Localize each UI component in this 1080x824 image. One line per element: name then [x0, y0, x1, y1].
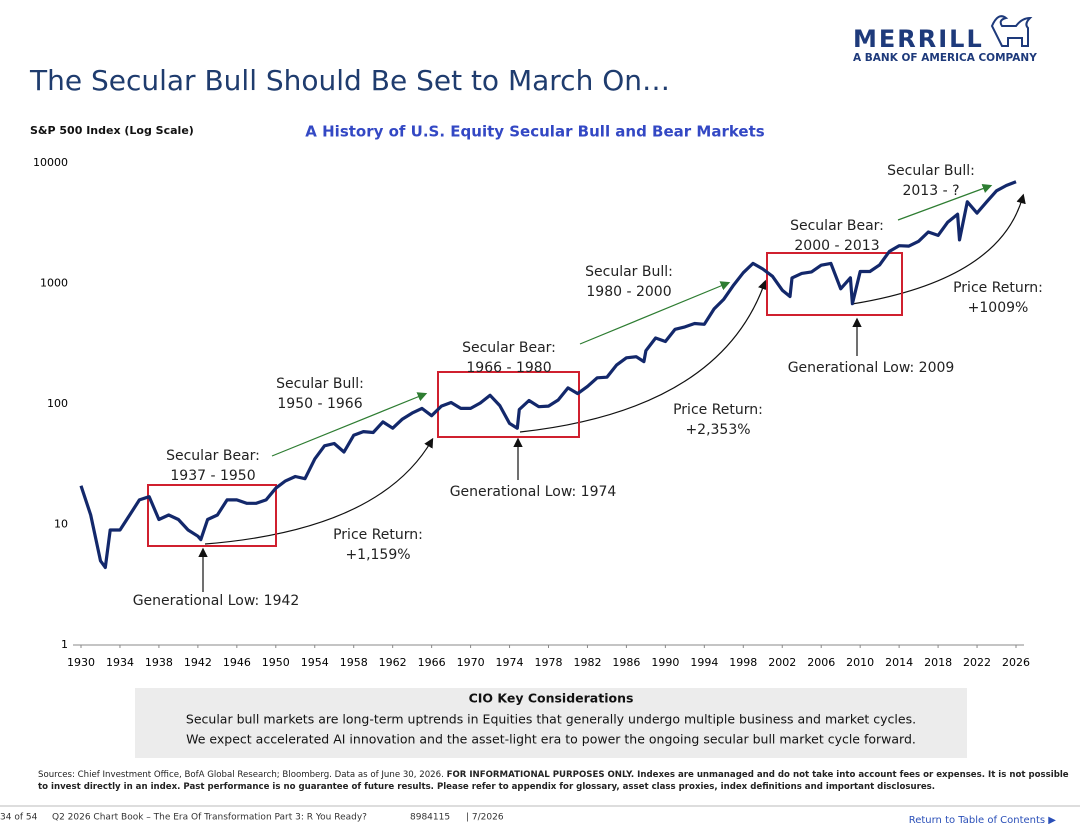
annotation: Price Return: — [953, 280, 1043, 296]
x-tick-label: 1938 — [145, 656, 173, 669]
x-tick-label: 1930 — [67, 656, 95, 669]
x-tick-label: 1954 — [301, 656, 329, 669]
annotation: +1,159% — [345, 547, 410, 563]
logo-bull — [990, 15, 1033, 47]
x-tick-label: 1982 — [573, 656, 601, 669]
callout-line: Secular bull markets are long-term uptre… — [186, 712, 916, 727]
x-tick-label: 1950 — [262, 656, 290, 669]
annotation: Generational Low: 1942 — [133, 593, 300, 609]
x-tick-label: 1942 — [184, 656, 212, 669]
logo: MERRILL — [853, 25, 984, 53]
x-tick-label: 1962 — [379, 656, 407, 669]
x-tick-label: 1966 — [418, 656, 446, 669]
sources-text: Sources: Chief Investment Office, BofA G… — [38, 770, 444, 780]
x-tick-label: 2002 — [768, 656, 796, 669]
x-tick-label: 2026 — [1002, 656, 1030, 669]
annotation: Generational Low: 2009 — [788, 360, 955, 376]
trend-arrow — [897, 183, 993, 221]
annotation: 2000 - 2013 — [794, 238, 879, 254]
callout-title: CIO Key Considerations — [469, 691, 634, 706]
annotation: 1950 - 1966 — [277, 396, 362, 412]
period-box — [147, 484, 277, 547]
annotation: +1009% — [968, 300, 1029, 316]
arrows — [198, 183, 1026, 592]
y-tick-label: 10 — [54, 518, 68, 531]
callout-line: We expect accelerated AI innovation and … — [186, 732, 916, 747]
annotation: Price Return: — [673, 402, 763, 418]
x-tick-label: 1974 — [496, 656, 524, 669]
annotation: Secular Bull: — [276, 376, 364, 392]
y-tick-label: 1 — [61, 638, 68, 651]
annotation: Price Return: — [333, 527, 423, 543]
y-tick-label: 10000 — [33, 156, 68, 169]
toc-link[interactable]: Return to Table of Contents ▶ — [909, 815, 1057, 824]
x-tick-label: 1946 — [223, 656, 251, 669]
x-tick-label: 1990 — [651, 656, 679, 669]
annotation: Secular Bull: — [887, 163, 975, 179]
footer-code: 8984115 — [410, 813, 450, 823]
index-line — [79, 180, 1017, 570]
page-title: The Secular Bull Should Be Set to March … — [29, 64, 670, 97]
trend-arrow — [271, 392, 428, 457]
sources: Sources: Chief Investment Office, BofA G… — [38, 769, 1072, 793]
period-box — [437, 371, 580, 438]
return-arrow — [204, 437, 434, 545]
x-tick-label: 1994 — [690, 656, 718, 669]
x-tick-label: 2006 — [807, 656, 835, 669]
x-tick-label: 1958 — [340, 656, 368, 669]
x-tick-label: 1998 — [729, 656, 757, 669]
footer-date: | 7/2026 — [466, 813, 504, 823]
annotation: Secular Bear: — [166, 448, 260, 464]
x-tick-label: 1934 — [106, 656, 134, 669]
y-tick-label: 1000 — [40, 277, 68, 290]
annotation: Secular Bear: — [790, 218, 884, 234]
annotation: 1980 - 2000 — [586, 284, 671, 300]
annotation: Secular Bear: — [462, 340, 556, 356]
sources-disclaimer: FOR INFORMATIONAL PURPOSES ONLY. Indexes… — [38, 770, 1069, 792]
annotation: Generational Low: 1974 — [450, 484, 617, 500]
footer-book: Q2 2026 Chart Book – The Era Of Transfor… — [52, 813, 367, 823]
x-tick-label: 1986 — [612, 656, 640, 669]
period-box — [766, 252, 903, 316]
x-tick-label: 1978 — [535, 656, 563, 669]
annotation: 1966 - 1980 — [466, 360, 551, 376]
x-tick-label: 2022 — [963, 656, 991, 669]
annotation: Secular Bull: — [585, 264, 673, 280]
y-axis-label: S&P 500 Index (Log Scale) — [30, 124, 194, 137]
footer-page: 34 of 54 — [0, 813, 38, 823]
x-tick-label: 2010 — [846, 656, 874, 669]
return-arrow — [851, 193, 1026, 305]
return-arrow — [519, 279, 768, 433]
logo-tagline: A BANK OF AMERICA COMPANY — [853, 52, 1037, 64]
annotation: 1937 - 1950 — [170, 468, 255, 484]
annotation: 2013 - ? — [902, 183, 959, 199]
x-tick-label: 2014 — [885, 656, 913, 669]
x-tick-label: 2018 — [924, 656, 952, 669]
trend-arrow — [579, 281, 731, 345]
annotation: +2,353% — [685, 422, 750, 438]
chart-title: A History of U.S. Equity Secular Bull an… — [305, 123, 764, 141]
callout-box — [135, 688, 967, 758]
x-tick-label: 1970 — [457, 656, 485, 669]
y-tick-label: 100 — [47, 397, 68, 410]
